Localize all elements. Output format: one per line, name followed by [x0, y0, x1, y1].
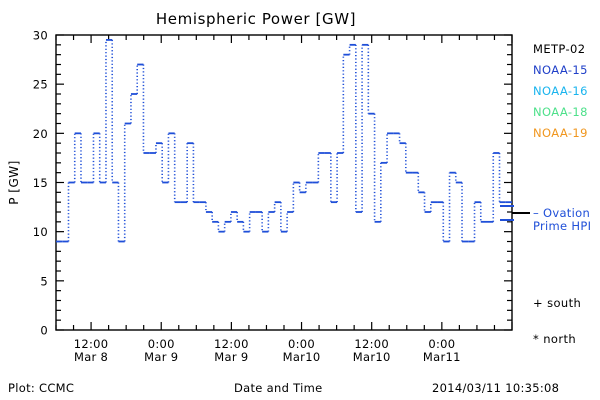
legend-item-metp-02[interactable]: METP-02: [533, 42, 586, 56]
x-tick-time-label: 0:00: [428, 337, 455, 351]
x-tick-date-label: Mar11: [423, 350, 461, 364]
ovation-value-marker-secondary: [500, 219, 514, 221]
x-tick-date-label: Mar10: [283, 350, 321, 364]
data-series-group: [56, 39, 512, 243]
x-tick-time-label: 12:00: [74, 337, 109, 351]
y-tick-label: 25: [33, 78, 48, 92]
x-tick-time-label: 12:00: [214, 337, 249, 351]
y-tick-label: 5: [40, 274, 48, 288]
y-tick-label: 0: [40, 324, 48, 338]
y-tick-label: 30: [33, 29, 48, 43]
marker-note-north: * north: [533, 332, 577, 346]
legend-item-noaa-15[interactable]: NOAA-15: [533, 63, 588, 77]
x-tick-date-label: Mar 8: [74, 350, 108, 364]
legend-item-noaa-16[interactable]: NOAA-16: [533, 84, 588, 98]
ovation-value-marker: [500, 205, 514, 207]
marker-note-south: + south: [533, 296, 582, 310]
y-axis-title: P [GW]: [7, 160, 21, 205]
x-tick-time-label: 0:00: [148, 337, 175, 351]
legend-item-noaa-18[interactable]: NOAA-18: [533, 105, 588, 119]
footer-timestamp: 2014/03/11 10:35:08: [432, 381, 560, 395]
legend: METP-02 NOAA-15 NOAA-16 NOAA-18 NOAA-19: [533, 42, 588, 147]
footer-axis-label: Date and Time: [234, 381, 323, 395]
y-tick-label: 10: [33, 225, 48, 239]
page-title: Hemispheric Power [GW]: [155, 10, 357, 28]
ovation-axis-tick: [512, 212, 530, 214]
data-series-noaa-15: [56, 39, 512, 243]
x-tick-date-label: Mar10: [353, 350, 391, 364]
x-tick-date-label: Mar 9: [144, 350, 178, 364]
y-tick-label: 20: [33, 127, 48, 141]
y-axis-title-text: P [GW]: [7, 160, 21, 205]
ovation-label-line: – Ovation: [533, 206, 591, 220]
legend-item-noaa-19[interactable]: NOAA-19: [533, 126, 588, 140]
y-axis-ticks: 0 5 10 15 20 25 30: [33, 29, 512, 338]
x-tick-date-label: Mar 9: [214, 350, 248, 364]
footer-plot-source: Plot: CCMC: [8, 381, 75, 395]
ovation-label-line: Prime HPI: [533, 219, 592, 233]
ovation-prime-hpi-label: – Ovation Prime HPI: [533, 207, 591, 233]
y-tick-label: 15: [33, 176, 48, 190]
x-tick-time-label: 12:00: [354, 337, 389, 351]
marker-legend: + south * north: [533, 296, 581, 368]
x-tick-time-label: 0:00: [288, 337, 315, 351]
